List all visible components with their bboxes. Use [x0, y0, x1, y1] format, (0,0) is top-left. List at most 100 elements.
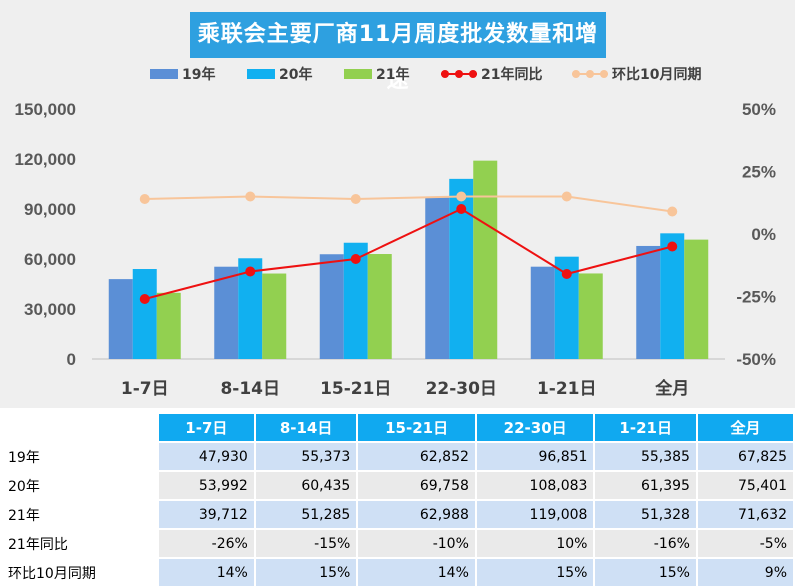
bar — [262, 273, 287, 359]
data-table: 1-7日 8-14日 15-21日 22-30日 1-21日 全月 19年 47… — [0, 412, 795, 588]
table-header-row: 1-7日 8-14日 15-21日 22-30日 1-21日 全月 — [0, 412, 795, 443]
line-point — [139, 194, 150, 204]
bar — [319, 254, 344, 359]
table-cell: 10% — [474, 528, 596, 559]
y-left-tick-label: 150,000 — [15, 100, 76, 119]
table-header-cell: 8-14日 — [253, 412, 359, 443]
x-tick-label: 1-21日 — [537, 379, 597, 399]
x-tick-label: 1-7日 — [121, 379, 169, 399]
chart-svg: 0 30,000 60,000 90,000 120,000 150,000 -50% -25… — [15, 66, 776, 399]
table-cell: 51,285 — [253, 499, 359, 530]
table-row: 20年 53,992 60,435 69,758 108,083 61,395 … — [0, 470, 795, 501]
x-tick-label: 15-21日 — [320, 379, 391, 399]
x-tick-label: 全月 — [654, 378, 689, 399]
line-point — [245, 191, 256, 202]
legend-swatch-point — [441, 70, 449, 78]
y-left-tick-label: 30,000 — [24, 300, 76, 319]
table-cell: 71,632 — [695, 499, 795, 530]
line-point — [139, 294, 150, 304]
table-cell: 61,395 — [593, 470, 698, 501]
table-row-label: 21年 — [0, 499, 159, 530]
table-cell: -10% — [356, 528, 477, 559]
line-point — [456, 191, 467, 202]
line-point — [245, 266, 256, 277]
bar — [156, 292, 181, 359]
legend-swatch — [344, 69, 372, 79]
table-row-label: 环比10月同期 — [0, 557, 159, 588]
table-header-cell: 1-7日 — [156, 412, 256, 443]
table-cell: -26% — [156, 528, 256, 559]
bar — [578, 273, 603, 359]
x-tick-label: 22-30日 — [426, 379, 497, 399]
series-line — [144, 207, 673, 300]
table-cell: 69,758 — [356, 470, 477, 501]
bar — [132, 269, 157, 359]
table-cell: -5% — [695, 528, 795, 559]
legend-swatch-point — [455, 70, 463, 78]
bar — [367, 254, 392, 359]
table-header-cell: 1-21日 — [593, 412, 698, 443]
table-cell: 51,328 — [593, 499, 698, 530]
legend-label: 21年同比 — [481, 66, 542, 83]
line-point — [350, 194, 361, 204]
line-point — [350, 254, 361, 264]
table-cell: 15% — [253, 557, 359, 588]
table-cell: 47,930 — [156, 441, 256, 472]
table-cell: 15% — [593, 557, 698, 588]
y-left-tick-label: 0 — [67, 350, 76, 369]
line-point — [667, 206, 678, 217]
legend-swatch-point — [469, 70, 477, 78]
table-cell: 14% — [156, 557, 256, 588]
table-header-cell: 全月 — [695, 412, 795, 443]
legend-label: 21年 — [376, 66, 409, 83]
table-cell: 39,712 — [156, 499, 256, 530]
table-cell: 62,988 — [356, 499, 477, 530]
table-cell: 119,008 — [474, 499, 596, 530]
table-cell: 15% — [474, 557, 596, 588]
bar — [214, 266, 239, 359]
y-right-tick-label: 50% — [742, 100, 776, 119]
bar — [530, 266, 555, 359]
table-cell: 60,435 — [253, 470, 359, 501]
table-cell: 96,851 — [474, 441, 596, 472]
line-point — [561, 269, 572, 279]
bar — [660, 233, 685, 359]
table-cell: 67,825 — [695, 441, 795, 472]
y-right-tick-label: 25% — [742, 163, 776, 182]
table-header-cell: 22-30日 — [474, 412, 596, 443]
y-right-tick-label: -50% — [736, 350, 776, 369]
table-row-label: 21年同比 — [0, 528, 159, 559]
legend-label: 19年 — [182, 66, 215, 83]
line-point — [667, 241, 678, 252]
bar — [473, 160, 498, 359]
legend-label: 20年 — [279, 66, 312, 83]
table-row: 环比10月同期 14% 15% 14% 15% 15% 9% — [0, 557, 795, 588]
table-row-label: 20年 — [0, 470, 159, 501]
table-row: 21年 39,712 51,285 62,988 119,008 51,328 … — [0, 499, 795, 530]
table-corner-cell — [0, 412, 159, 443]
table-cell: -15% — [253, 528, 359, 559]
table-header-cell: 15-21日 — [356, 412, 477, 443]
line-point — [456, 204, 467, 214]
table-cell: 62,852 — [356, 441, 477, 472]
x-tick-label: 8-14日 — [220, 379, 280, 399]
bar — [108, 279, 133, 359]
bar — [425, 197, 450, 359]
y-left-tick-label: 90,000 — [24, 200, 76, 219]
table-row-label: 19年 — [0, 441, 159, 472]
legend-swatch — [150, 69, 178, 79]
bar — [684, 239, 709, 359]
y-left-tick-label: 60,000 — [24, 250, 76, 269]
line-point — [561, 191, 572, 202]
table-cell: 53,992 — [156, 470, 256, 501]
legend-swatch-point — [572, 70, 580, 78]
legend-swatch — [247, 69, 275, 79]
table-cell: 9% — [695, 557, 795, 588]
chart-title: 乘联会主要厂商11月周度批发数量和增速 — [190, 12, 606, 93]
table-cell: -16% — [593, 528, 698, 559]
legend-label: 环比10月同期 — [612, 66, 701, 83]
legend-swatch-point — [600, 70, 608, 78]
table-cell: 14% — [356, 557, 477, 588]
table-row: 19年 47,930 55,373 62,852 96,851 55,385 6… — [0, 441, 795, 472]
y-right-tick-label: -25% — [736, 288, 776, 307]
